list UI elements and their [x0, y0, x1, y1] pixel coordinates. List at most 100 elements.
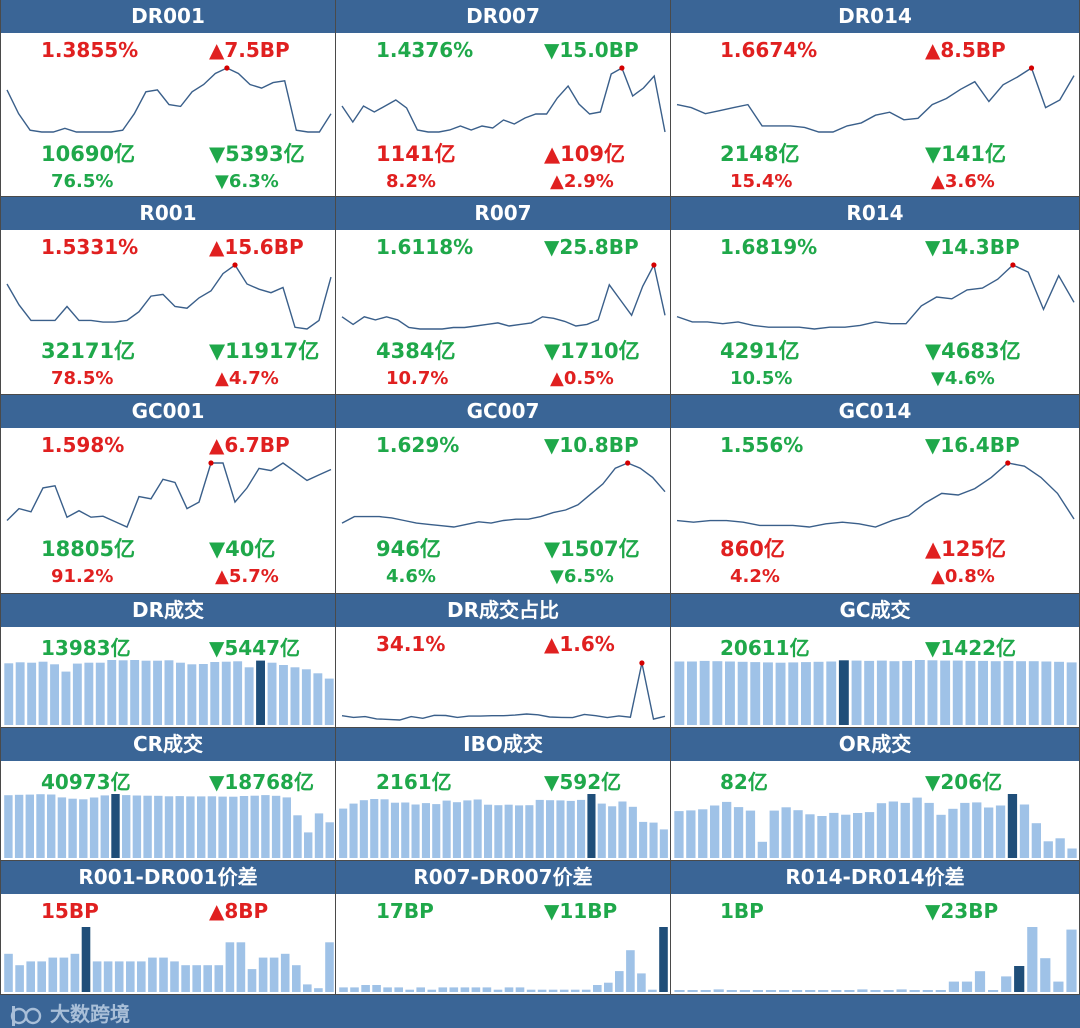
- bar: [449, 987, 459, 992]
- bar: [325, 822, 334, 858]
- bar: [48, 957, 58, 992]
- panel-gc-11: GC成交 20611亿 ▼1422亿: [671, 594, 1080, 728]
- bar: [47, 794, 56, 858]
- bar: [339, 808, 348, 858]
- panel-title: R014: [671, 197, 1079, 230]
- bar: [1066, 929, 1077, 992]
- share-change: ▲2.9%: [550, 171, 614, 192]
- bar: [350, 987, 359, 992]
- bar: [757, 841, 767, 858]
- bar: [394, 987, 403, 992]
- rate-value: 1.6674%: [720, 38, 818, 62]
- volume-value: 2148亿: [720, 142, 800, 166]
- logo-icon: [10, 1005, 42, 1026]
- bar: [1041, 661, 1052, 725]
- bar: [25, 794, 34, 858]
- bar: [750, 662, 761, 725]
- bar: [221, 661, 231, 725]
- panel-title: DR007: [336, 0, 670, 33]
- bar: [948, 981, 959, 992]
- bar: [745, 810, 756, 858]
- bar: [972, 802, 982, 858]
- bar: [909, 990, 920, 992]
- bar-highlight: [659, 927, 668, 992]
- bar: [699, 660, 710, 725]
- bar: [710, 805, 720, 858]
- rate-change: ▼23BP: [925, 899, 999, 923]
- bar: [59, 957, 69, 992]
- bar: [303, 984, 312, 992]
- bar: [26, 961, 35, 992]
- bar: [765, 990, 777, 992]
- bar: [271, 795, 281, 858]
- bar: [831, 990, 842, 992]
- bar: [370, 799, 379, 858]
- panel-dr-10: DR成交占比 34.1% ▲1.6%: [336, 594, 671, 728]
- share-value: 10.7%: [386, 368, 449, 389]
- bar: [239, 796, 249, 858]
- bar: [314, 813, 324, 858]
- bar: [186, 796, 195, 858]
- bar: [948, 808, 958, 858]
- bar-highlight: [256, 660, 265, 725]
- bar: [442, 800, 451, 858]
- panel-title: DR成交: [1, 594, 335, 627]
- bar: [952, 660, 963, 725]
- bar: [427, 989, 437, 992]
- bar-highlight: [587, 794, 596, 858]
- bar: [57, 797, 67, 858]
- peak-marker: [1010, 262, 1016, 268]
- bar: [577, 799, 586, 858]
- rate-value: 13983亿: [41, 636, 131, 660]
- panel-title: IBO成交: [336, 728, 670, 761]
- line-chart: [676, 460, 1075, 528]
- bar: [89, 797, 99, 858]
- bar: [618, 801, 627, 858]
- bar: [659, 829, 668, 858]
- bar: [712, 661, 723, 725]
- volume-change: ▲125亿: [925, 537, 1006, 561]
- volume-change: ▼1507亿: [544, 537, 640, 561]
- bar: [1067, 848, 1077, 858]
- bar: [463, 800, 472, 858]
- bar: [548, 989, 558, 992]
- bar: [159, 957, 168, 992]
- bar: [628, 806, 637, 858]
- bar: [247, 969, 257, 992]
- panel-title: GC014: [671, 395, 1079, 428]
- share-change: ▲0.5%: [550, 368, 614, 389]
- bar: [788, 662, 799, 725]
- bar: [733, 807, 744, 858]
- bar: [546, 800, 555, 858]
- bar: [615, 971, 624, 992]
- share-value: 78.5%: [51, 368, 114, 389]
- bar: [674, 661, 685, 725]
- rate-value: 82亿: [720, 770, 768, 794]
- bar: [1043, 841, 1053, 858]
- series-line: [341, 662, 666, 721]
- bar: [896, 989, 907, 992]
- bar: [339, 987, 348, 992]
- bar: [122, 795, 131, 858]
- bar: [482, 987, 492, 992]
- panel-gc001-6: GC001 1.598% ▲6.7BP 18805亿 ▼40亿 91.2% ▲5.7%: [0, 395, 336, 594]
- bar: [864, 812, 875, 858]
- bar: [566, 800, 575, 858]
- bar: [72, 663, 82, 725]
- bar-highlight: [838, 660, 849, 725]
- bar: [829, 812, 839, 858]
- bar: [818, 990, 829, 992]
- bar: [674, 811, 684, 858]
- bar: [1001, 976, 1012, 992]
- rate-change: ▼5447亿: [209, 636, 301, 660]
- bar: [210, 662, 220, 725]
- bar-chart: [674, 660, 1077, 725]
- bar: [405, 989, 414, 992]
- bar: [737, 661, 748, 725]
- bar-highlight: [1007, 794, 1018, 858]
- share-value: 91.2%: [51, 566, 114, 587]
- volume-change: ▼11917亿: [209, 339, 320, 363]
- panel-title: CR成交: [1, 728, 335, 761]
- panel-title: DR成交占比: [336, 594, 670, 627]
